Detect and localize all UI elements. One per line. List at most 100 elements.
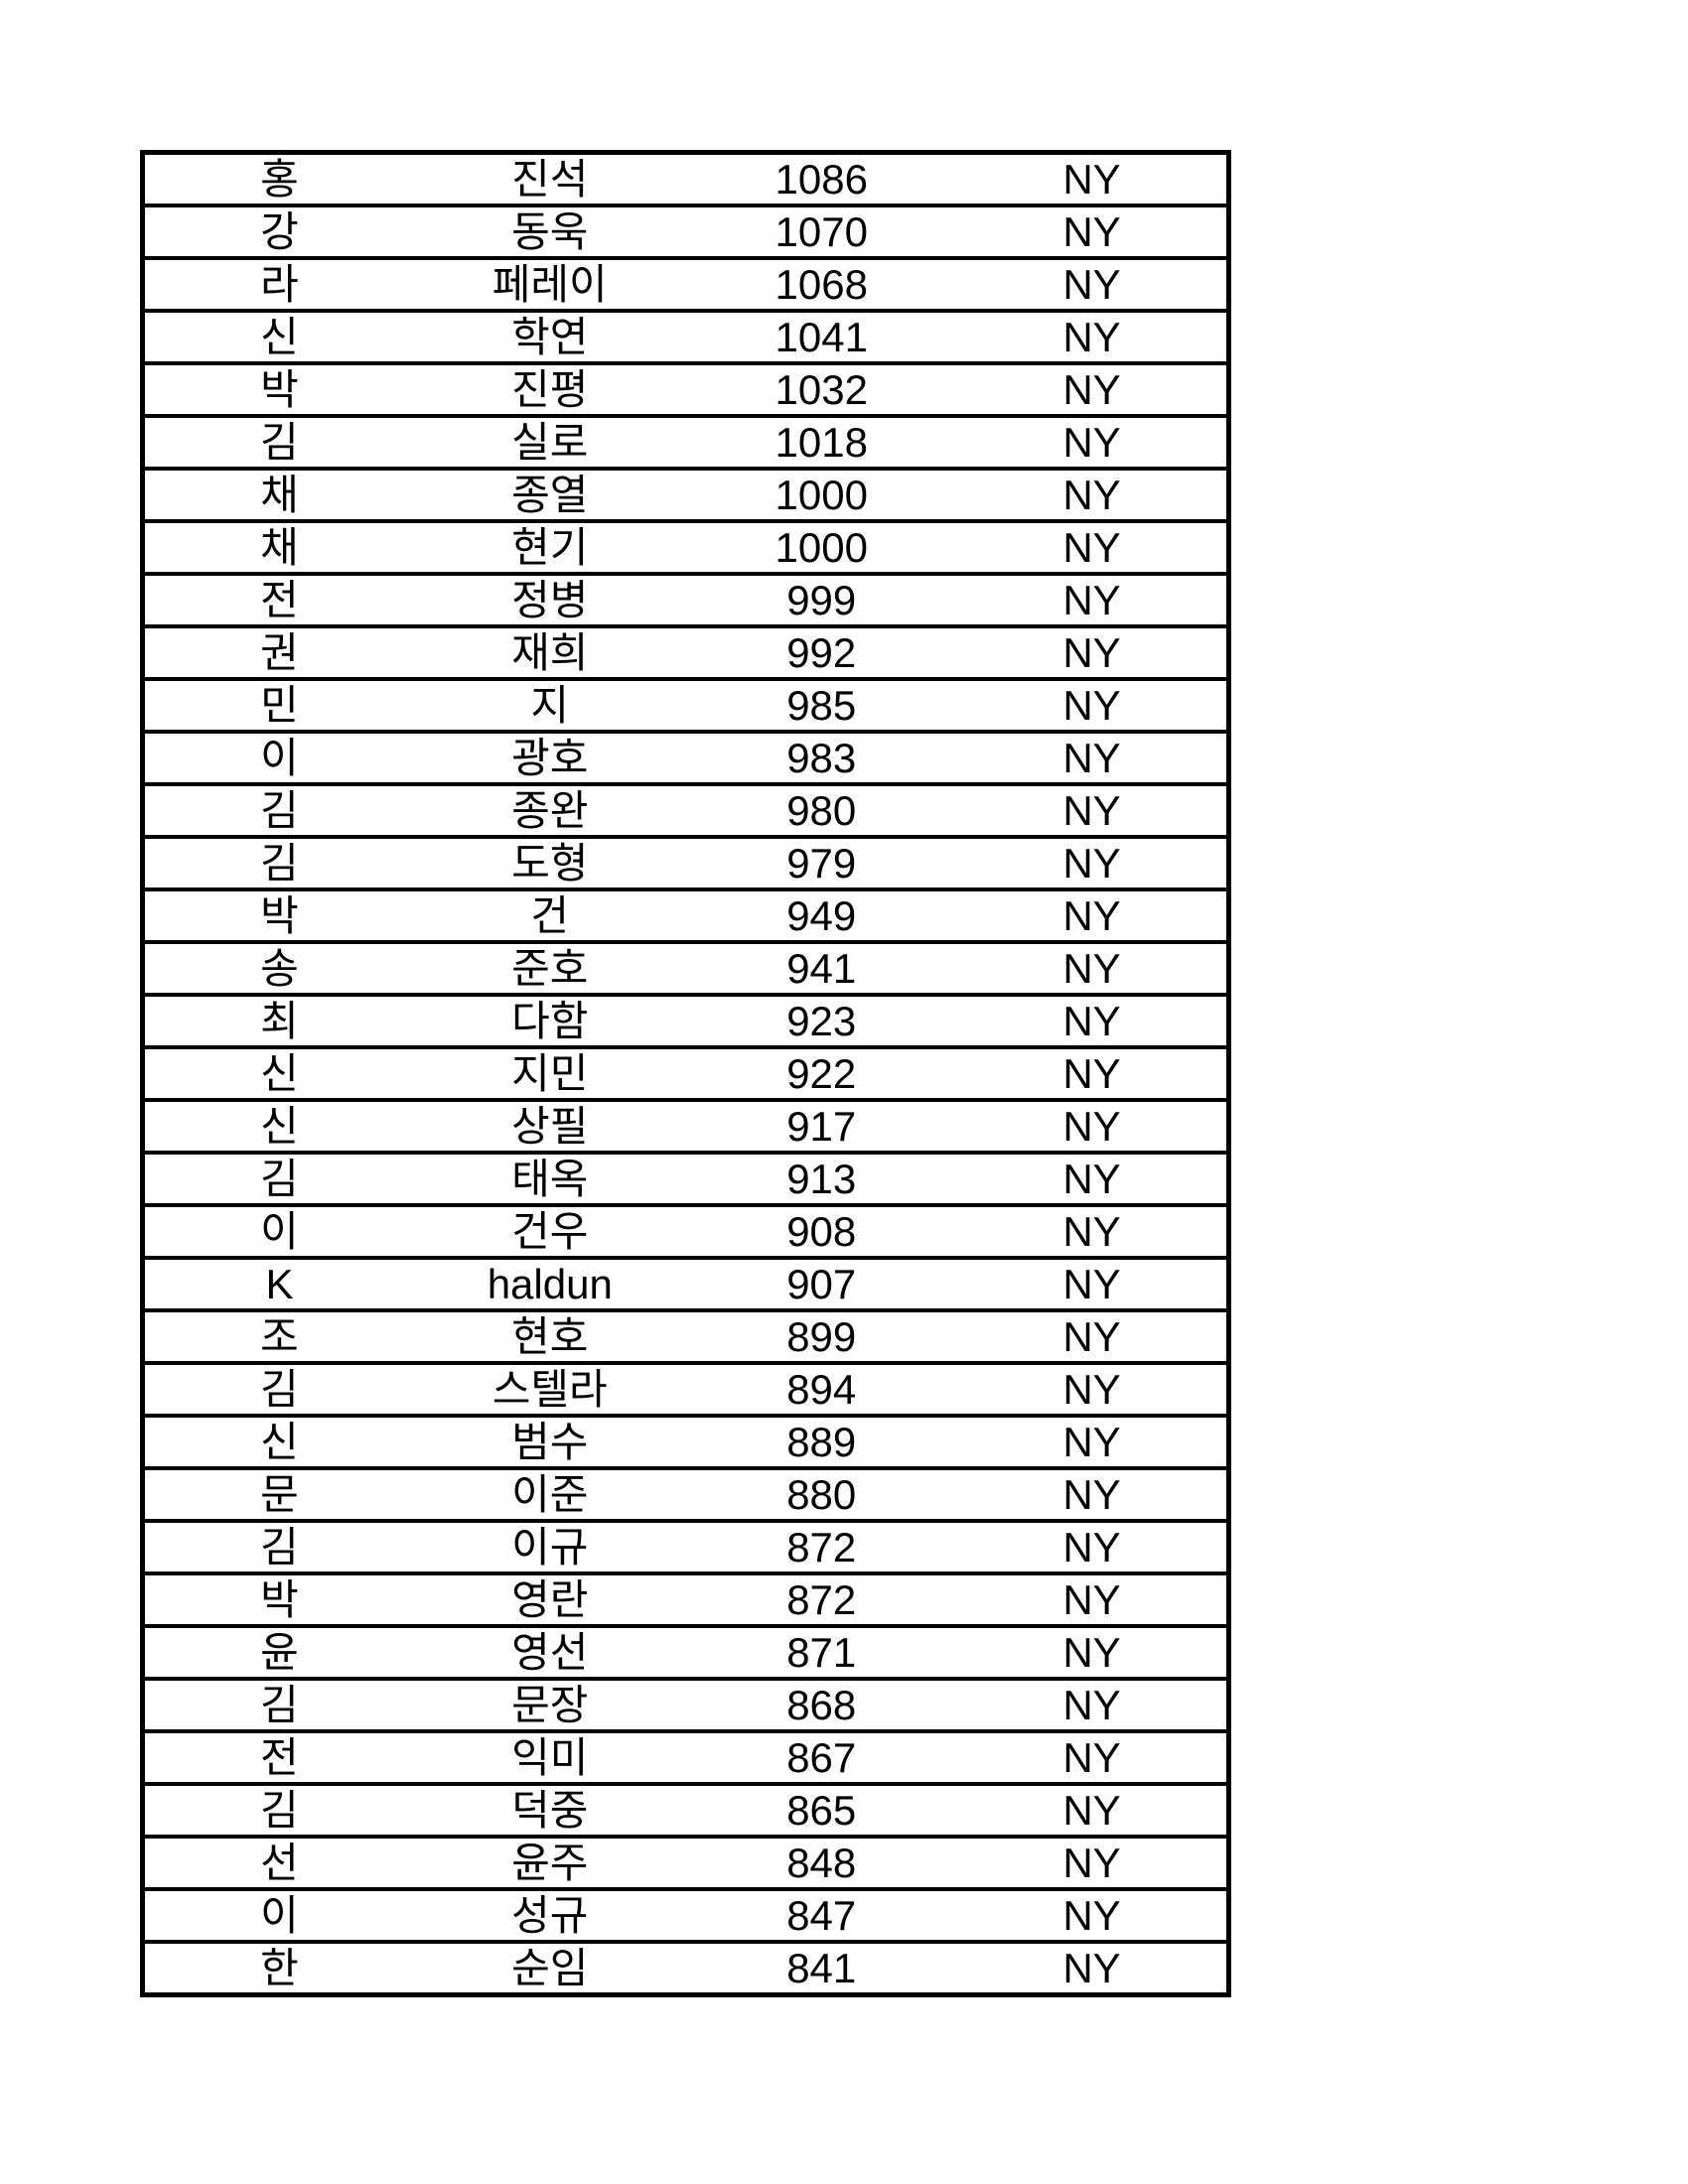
- last-name-cell: 송: [142, 940, 414, 995]
- rating-cell: 923: [685, 993, 957, 1047]
- first-name-cell: 준호: [414, 940, 686, 995]
- table-row: 박 건 949 NY: [142, 887, 1229, 942]
- last-name-cell: 최: [142, 993, 414, 1047]
- table-row: 이 광호 983 NY: [142, 730, 1229, 784]
- rating-cell: 889: [685, 1414, 957, 1468]
- rating-cell: 865: [685, 1782, 957, 1837]
- rating-cell: 867: [685, 1729, 957, 1784]
- last-name-cell: 이: [142, 730, 414, 784]
- state-cell: NY: [957, 677, 1229, 732]
- rating-cell: 1032: [685, 361, 957, 416]
- first-name-cell: 덕중: [414, 1782, 686, 1837]
- state-cell: NY: [957, 519, 1229, 574]
- state-cell: NY: [957, 467, 1229, 521]
- state-cell: NY: [957, 1414, 1229, 1468]
- first-name-cell: 동욱: [414, 204, 686, 258]
- table-row: 강 동욱 1070 NY: [142, 204, 1229, 258]
- table-row: 김 태옥 913 NY: [142, 1151, 1229, 1205]
- first-name-cell: 지민: [414, 1045, 686, 1100]
- last-name-cell: 박: [142, 361, 414, 416]
- state-cell: NY: [957, 940, 1229, 995]
- first-name-cell: 건우: [414, 1203, 686, 1258]
- table-row: 권 재희 992 NY: [142, 624, 1229, 679]
- first-name-cell: 페레이: [414, 256, 686, 311]
- table-row: 문 이준 880 NY: [142, 1466, 1229, 1521]
- rating-cell: 980: [685, 782, 957, 837]
- first-name-cell: 현기: [414, 519, 686, 574]
- state-cell: NY: [957, 1835, 1229, 1889]
- state-cell: NY: [957, 1466, 1229, 1521]
- table-row: 전 익미 867 NY: [142, 1729, 1229, 1784]
- last-name-cell: 신: [142, 1045, 414, 1100]
- first-name-cell: 영란: [414, 1571, 686, 1626]
- last-name-cell: 선: [142, 1835, 414, 1889]
- rating-cell: 880: [685, 1466, 957, 1521]
- rating-cell: 908: [685, 1203, 957, 1258]
- state-cell: NY: [957, 782, 1229, 837]
- table-row: 조 현호 899 NY: [142, 1308, 1229, 1363]
- table-row: 신 상필 917 NY: [142, 1098, 1229, 1153]
- table-row: 윤 영선 871 NY: [142, 1624, 1229, 1679]
- first-name-cell: 진평: [414, 361, 686, 416]
- last-name-cell: 김: [142, 1782, 414, 1837]
- first-name-cell: 영선: [414, 1624, 686, 1679]
- rating-cell: 999: [685, 572, 957, 626]
- state-cell: NY: [957, 624, 1229, 679]
- table-row: 김 덕중 865 NY: [142, 1782, 1229, 1837]
- rating-cell: 848: [685, 1835, 957, 1889]
- rating-cell: 1000: [685, 519, 957, 574]
- last-name-cell: 한: [142, 1940, 414, 1995]
- table-row: 한 순임 841 NY: [142, 1940, 1229, 1995]
- rating-cell: 1000: [685, 467, 957, 521]
- first-name-cell: 도형: [414, 835, 686, 889]
- last-name-cell: 조: [142, 1308, 414, 1363]
- state-cell: NY: [957, 361, 1229, 416]
- first-name-cell: 스텔라: [414, 1361, 686, 1416]
- state-cell: NY: [957, 1729, 1229, 1784]
- last-name-cell: 이: [142, 1887, 414, 1942]
- table-row: 이 건우 908 NY: [142, 1203, 1229, 1258]
- last-name-cell: 홍: [142, 150, 414, 205]
- last-name-cell: K: [142, 1256, 414, 1310]
- rating-cell: 985: [685, 677, 957, 732]
- state-cell: NY: [957, 1782, 1229, 1837]
- first-name-cell: haldun: [414, 1256, 686, 1310]
- rating-cell: 922: [685, 1045, 957, 1100]
- table-row: 김 문장 868 NY: [142, 1677, 1229, 1731]
- first-name-cell: 순임: [414, 1940, 686, 1995]
- state-cell: NY: [957, 1203, 1229, 1258]
- rating-cell: 1018: [685, 414, 957, 469]
- first-name-cell: 정병: [414, 572, 686, 626]
- state-cell: NY: [957, 1887, 1229, 1942]
- state-cell: NY: [957, 150, 1229, 205]
- table-row: 박 진평 1032 NY: [142, 361, 1229, 416]
- table-row: 신 범수 889 NY: [142, 1414, 1229, 1468]
- first-name-cell: 다함: [414, 993, 686, 1047]
- last-name-cell: 민: [142, 677, 414, 732]
- state-cell: NY: [957, 1940, 1229, 1995]
- table-row: 김 도형 979 NY: [142, 835, 1229, 889]
- rating-cell: 1070: [685, 204, 957, 258]
- table-row: 최 다함 923 NY: [142, 993, 1229, 1047]
- table-row: 김 실로 1018 NY: [142, 414, 1229, 469]
- rating-cell: 872: [685, 1571, 957, 1626]
- first-name-cell: 실로: [414, 414, 686, 469]
- last-name-cell: 라: [142, 256, 414, 311]
- rating-cell: 949: [685, 887, 957, 942]
- table-row: 신 지민 922 NY: [142, 1045, 1229, 1100]
- state-cell: NY: [957, 572, 1229, 626]
- first-name-cell: 진석: [414, 150, 686, 205]
- table-row: 전 정병 999 NY: [142, 572, 1229, 626]
- state-cell: NY: [957, 1519, 1229, 1573]
- first-name-cell: 문장: [414, 1677, 686, 1731]
- rating-cell: 871: [685, 1624, 957, 1679]
- last-name-cell: 채: [142, 519, 414, 574]
- first-name-cell: 태옥: [414, 1151, 686, 1205]
- table-row: 선 윤주 848 NY: [142, 1835, 1229, 1889]
- rating-cell: 868: [685, 1677, 957, 1731]
- state-cell: NY: [957, 414, 1229, 469]
- state-cell: NY: [957, 309, 1229, 363]
- table-row: 송 준호 941 NY: [142, 940, 1229, 995]
- table-row: 김 이규 872 NY: [142, 1519, 1229, 1573]
